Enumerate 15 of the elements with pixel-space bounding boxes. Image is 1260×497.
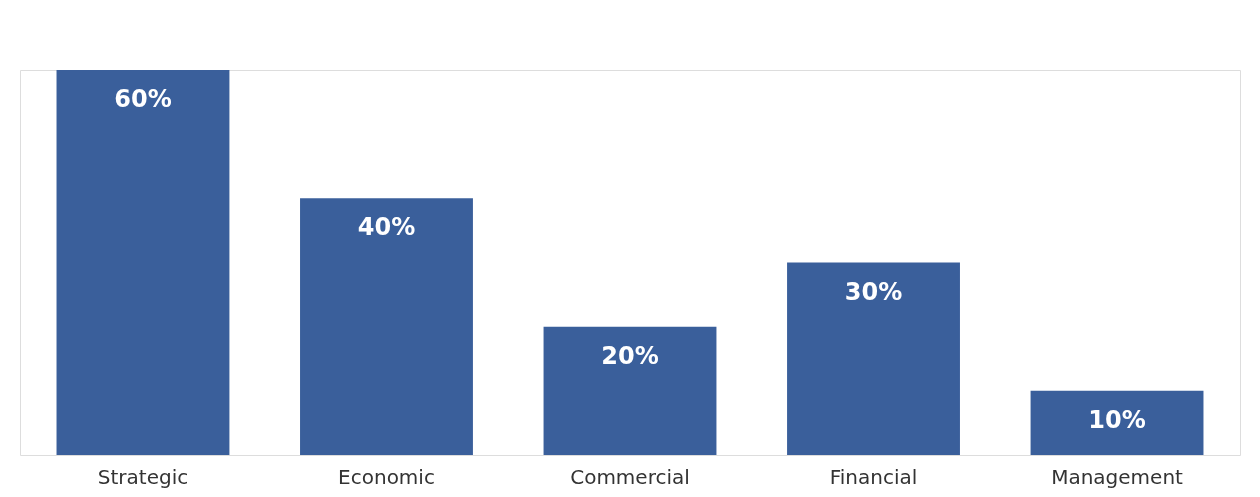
x-tick-label: Strategic: [97, 464, 189, 489]
x-tick-label: Economic: [338, 464, 435, 489]
x-tick-label: Financial: [829, 464, 918, 489]
bar: [1030, 390, 1204, 455]
bar: [543, 326, 717, 455]
data-label: 40%: [357, 213, 416, 242]
x-tick-label: Management: [1051, 464, 1184, 489]
data-label: 60%: [114, 85, 172, 113]
data-label: 10%: [1088, 405, 1146, 434]
bar: [787, 262, 960, 455]
data-label: 30%: [844, 277, 903, 306]
x-tick-label: Commercial: [570, 464, 690, 489]
data-label: 20%: [601, 341, 659, 370]
bar: [56, 70, 230, 455]
bar: [300, 198, 473, 455]
